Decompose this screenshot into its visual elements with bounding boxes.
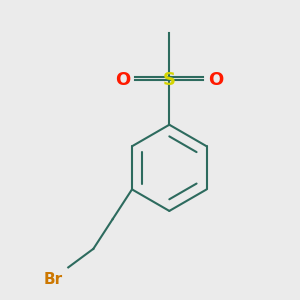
Text: Br: Br	[44, 272, 63, 287]
Text: O: O	[116, 71, 131, 89]
Text: S: S	[163, 71, 176, 89]
Text: O: O	[208, 71, 223, 89]
